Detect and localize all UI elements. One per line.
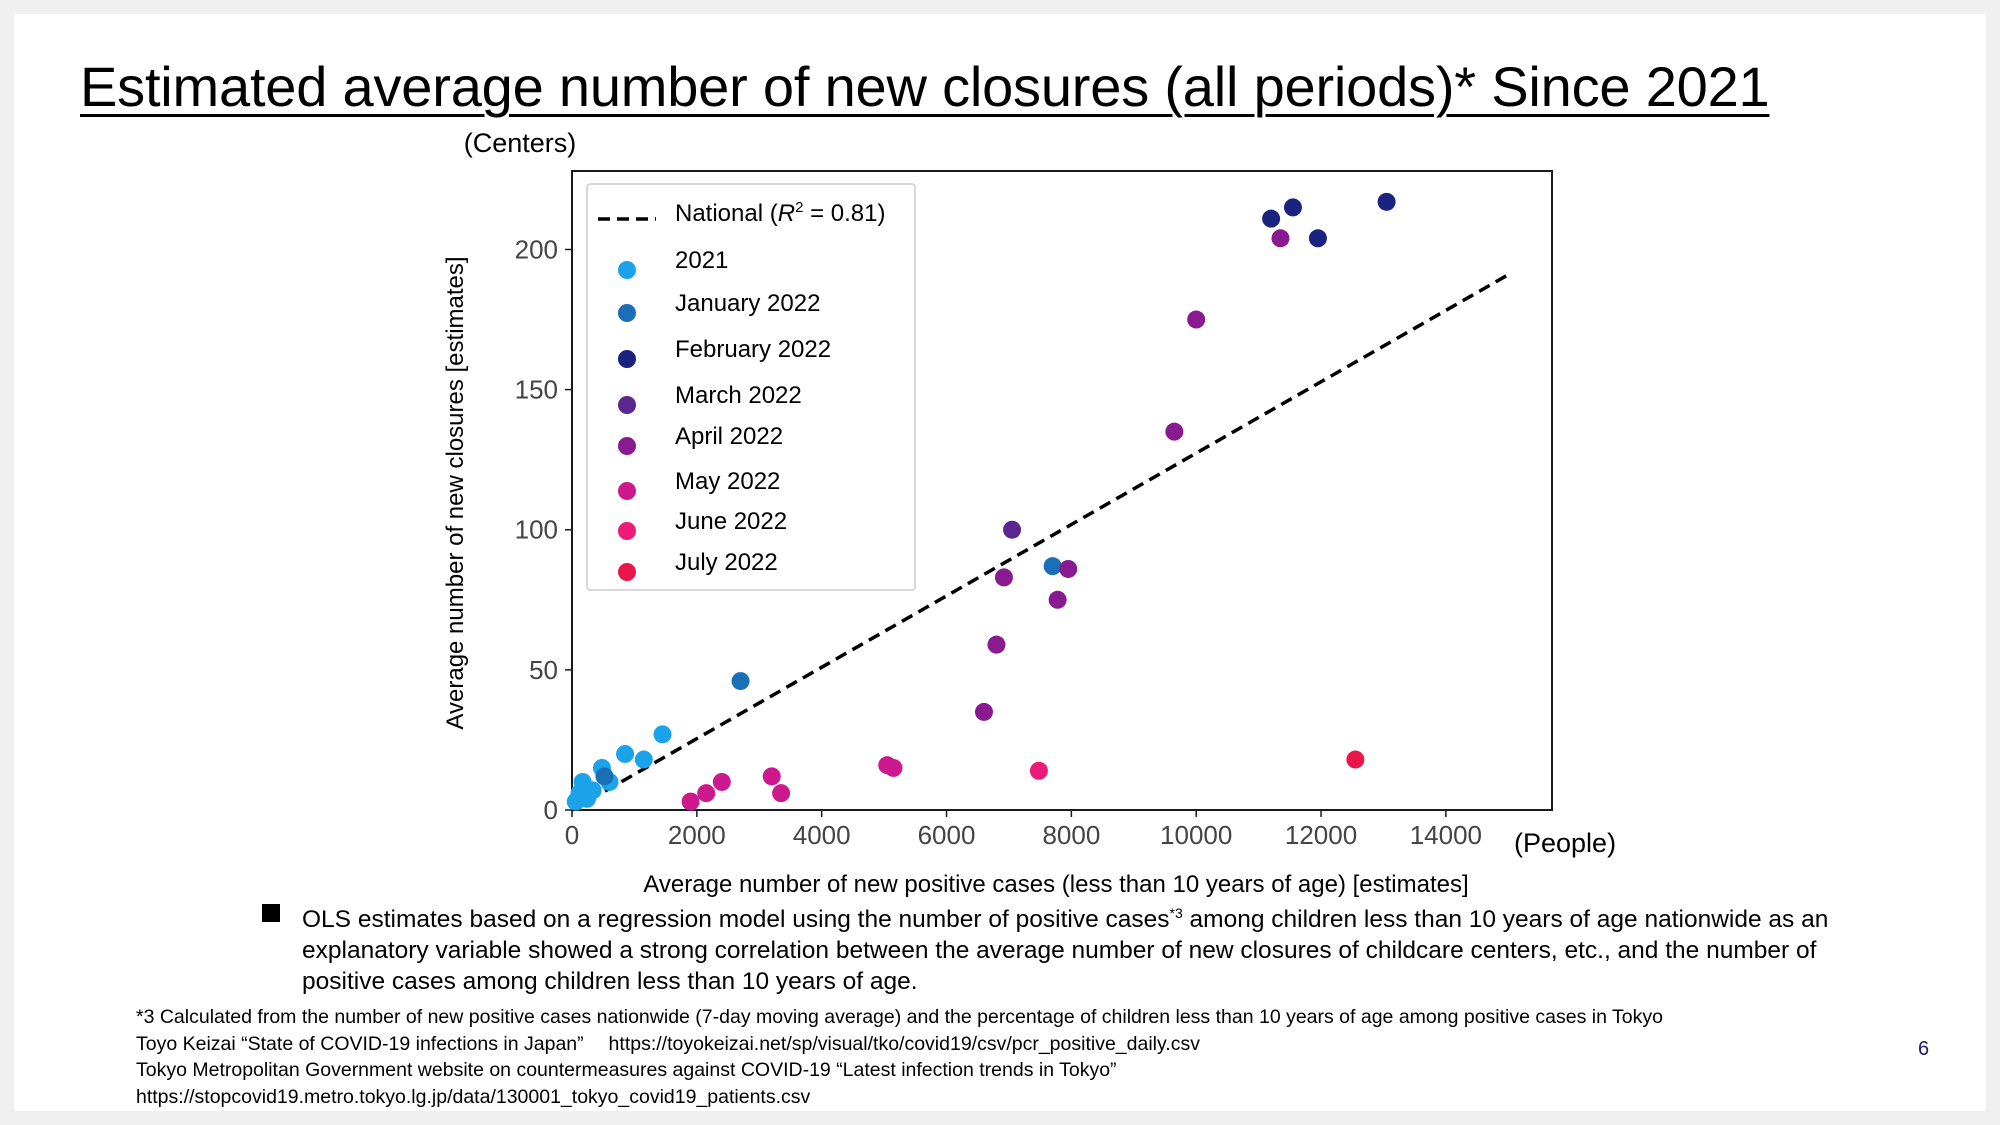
legend-marker (618, 350, 636, 368)
y-tick-label: 0 (544, 795, 558, 825)
plot-layer: 0 2000 4000 6000 8000 10000 12000 14000 0 50 100 15… (515, 170, 1553, 850)
data-point (987, 635, 1006, 654)
data-point (772, 784, 791, 803)
data-point (575, 778, 594, 797)
legend-label-regression: National (R2 = 0.81) (675, 199, 885, 227)
y-axis-label: Average number of new closures [estimate… (442, 256, 469, 729)
footnote-line: https://stopcovid19.metro.tokyo.lg.jp/da… (136, 1085, 811, 1108)
data-point (974, 702, 993, 721)
legend-marker (618, 437, 636, 455)
data-point (1377, 192, 1396, 211)
data-point (1048, 590, 1067, 609)
x-unit-label: (People) (1514, 828, 1616, 858)
data-point (1187, 310, 1206, 329)
data-point (1346, 750, 1365, 769)
y-tick-label: 100 (515, 515, 558, 545)
footnote-line: Tokyo Metropolitan Government website on… (136, 1059, 1117, 1081)
slide: Estimated average number of new closures… (14, 14, 1986, 1111)
footnote-line: Toyo Keizai “State of COVID-19 infection… (136, 1032, 1200, 1055)
data-point (1262, 209, 1281, 228)
data-point (994, 568, 1013, 587)
legend-marker (618, 396, 636, 414)
legend-label: June 2022 (675, 508, 787, 535)
data-point (731, 672, 750, 691)
page-title: Estimated average number of new closures… (80, 55, 1770, 118)
footnotes: *3 Calculated from the number of new pos… (136, 1004, 1896, 1110)
data-point (634, 750, 653, 769)
x-tick-label: 6000 (918, 820, 976, 850)
x-tick-label: 14000 (1410, 820, 1482, 850)
bullet-superscript: *3 (1169, 905, 1183, 921)
legend-label: April 2022 (675, 423, 783, 450)
y-unit-label: (Centers) (464, 128, 577, 158)
data-point (1308, 229, 1327, 248)
data-point (1165, 422, 1184, 441)
x-tick-label: 10000 (1160, 820, 1232, 850)
data-point (762, 767, 781, 786)
data-point (1283, 198, 1302, 217)
legend-label-part: 2 (795, 199, 803, 216)
x-tick-label: 4000 (793, 820, 851, 850)
legend-label: May 2022 (675, 468, 780, 495)
bullet-square (262, 904, 280, 922)
legend-marker (618, 563, 636, 581)
legend-marker (618, 261, 636, 279)
legend-marker (618, 482, 636, 500)
x-tick-label: 0 (565, 820, 579, 850)
legend-marker (618, 304, 636, 322)
data-point (697, 784, 716, 803)
legend-label: January 2022 (675, 290, 820, 317)
data-point (884, 758, 903, 777)
legend-label-part: R (778, 200, 795, 227)
x-axis-label: Average number of new positive cases (le… (643, 871, 1468, 898)
plot-frame (571, 170, 1553, 811)
legend-label: March 2022 (675, 382, 802, 409)
regression-line (571, 273, 1510, 812)
data-point (1029, 761, 1048, 780)
x-tick-label: 8000 (1042, 820, 1100, 850)
legend-marker (618, 522, 636, 540)
y-tick-label: 200 (515, 234, 558, 264)
data-point (653, 725, 672, 744)
data-point (1059, 559, 1078, 578)
legend-label: July 2022 (675, 549, 778, 576)
y-tick-label: 150 (515, 375, 558, 405)
bullet-text: OLS estimates based on a regression mode… (302, 904, 1862, 997)
legend-box (586, 183, 916, 591)
data-point (1271, 229, 1290, 248)
legend-label: February 2022 (675, 336, 831, 363)
footnote-line: *3 Calculated from the number of new pos… (136, 1006, 1663, 1028)
legend-label-part: = 0.81) (803, 200, 885, 227)
x-tick-label: 12000 (1285, 820, 1357, 850)
data-point (616, 744, 635, 763)
legend-label-part: National ( (675, 200, 778, 227)
data-point (1043, 557, 1062, 576)
page-number: 6 (1918, 1038, 1930, 1060)
bullet-text-part1: OLS estimates based on a regression mode… (302, 906, 1170, 933)
x-tick-label: 2000 (668, 820, 726, 850)
y-tick-label: 50 (529, 655, 558, 685)
data-point (712, 772, 731, 791)
data-point (595, 767, 614, 786)
data-point (681, 792, 700, 811)
legend-label: 2021 (675, 247, 728, 274)
data-point (1003, 520, 1022, 539)
bullet-text-part2: among children less than 10 years of age… (302, 906, 1829, 995)
